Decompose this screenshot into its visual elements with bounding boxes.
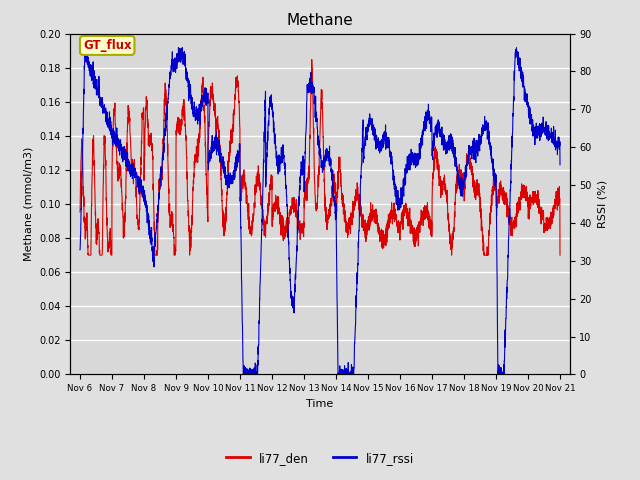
Text: GT_flux: GT_flux (83, 39, 131, 52)
Y-axis label: Methane (mmol/m3): Methane (mmol/m3) (24, 147, 34, 261)
X-axis label: Time: Time (307, 399, 333, 408)
Y-axis label: RSSI (%): RSSI (%) (597, 180, 607, 228)
Legend: li77_den, li77_rssi: li77_den, li77_rssi (221, 447, 419, 469)
Title: Methane: Methane (287, 13, 353, 28)
